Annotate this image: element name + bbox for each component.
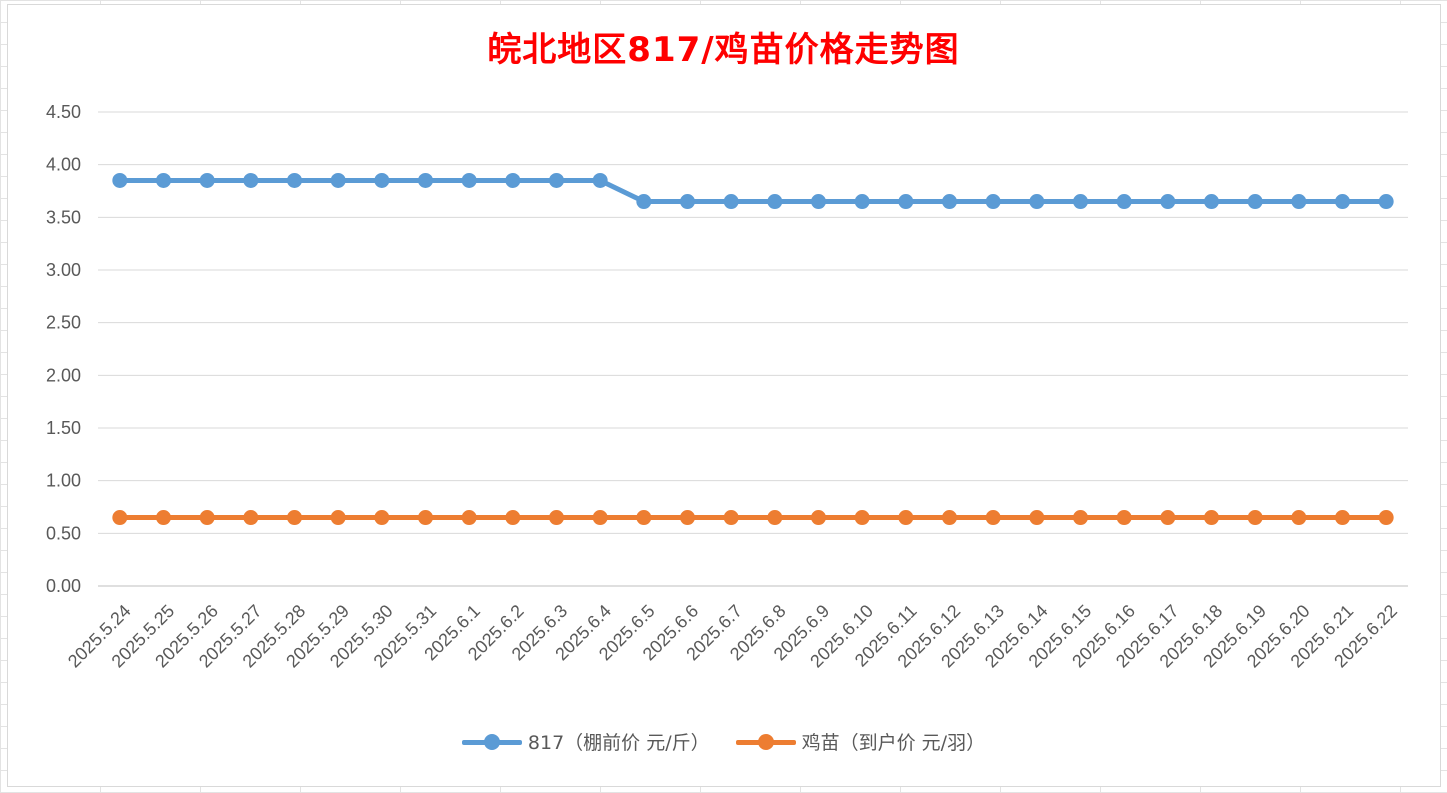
data-point-series-1 [636,194,652,210]
data-point-series-2 [1204,510,1219,526]
data-point-series-1 [287,172,302,188]
data-point-series-2 [854,510,870,526]
y-tick-label: 4.00 [46,155,81,175]
data-point-series-1 [898,194,914,210]
chart-title: 皖北地区817/鸡苗价格走势图 [487,30,960,70]
data-point-series-1 [461,172,477,188]
y-tick-label: 3.50 [46,207,81,227]
data-point-series-2 [985,510,1001,526]
data-point-series-1 [942,194,957,210]
y-tick-label: 2.00 [46,365,81,385]
legend-item-series-1[interactable]: 817（棚前价 元/斤） [461,728,710,755]
data-point-series-2 [1116,510,1132,526]
data-point-series-2 [1291,510,1307,526]
data-point-series-2 [330,510,346,526]
data-point-series-1 [985,194,1001,210]
data-point-series-1 [1116,194,1132,210]
y-tick-label: 3.00 [46,260,81,280]
data-point-series-2 [112,510,128,526]
chart-area[interactable] [7,4,1441,787]
data-point-series-1 [330,172,346,188]
y-tick-label: 2.50 [46,313,81,333]
data-point-series-1 [767,194,783,210]
data-point-series-1 [549,172,564,188]
data-point-series-1 [374,172,390,188]
data-point-series-1 [811,194,826,210]
data-point-series-1 [680,194,695,210]
data-point-series-2 [156,510,171,526]
data-point-series-1 [1160,194,1176,210]
data-point-series-1 [723,194,739,210]
data-point-series-2 [199,510,215,526]
data-point-series-2 [418,510,433,526]
data-point-series-2 [636,510,652,526]
data-point-series-1 [1291,194,1307,210]
data-point-series-1 [1247,194,1263,210]
data-point-series-1 [1335,194,1350,210]
data-point-series-1 [156,172,171,188]
data-point-series-1 [112,172,128,188]
data-point-series-2 [461,510,477,526]
data-point-series-1 [1204,194,1219,210]
data-point-series-2 [592,510,608,526]
data-point-series-2 [1378,510,1394,526]
y-tick-label: 1.50 [46,418,81,438]
data-point-series-2 [723,510,739,526]
series-line-1 [117,177,1389,205]
data-point-series-2 [1029,510,1045,526]
legend-label-series-2: 鸡苗（到户价 元/羽） [801,732,986,754]
data-point-series-1 [592,172,608,188]
data-point-series-2 [942,510,957,526]
data-point-series-2 [374,510,390,526]
data-point-series-2 [243,510,259,526]
data-point-series-2 [505,510,521,526]
data-point-series-1 [418,172,433,188]
y-tick-label: 4.50 [46,102,81,122]
data-point-series-1 [1378,194,1394,210]
data-point-series-1 [199,172,215,188]
data-point-series-2 [549,510,564,526]
data-point-series-2 [680,510,695,526]
data-point-series-2 [811,510,826,526]
data-point-series-2 [1247,510,1263,526]
y-tick-label: 1.00 [46,471,81,491]
legend-swatch-series-2 [735,733,796,750]
legend-item-series-2[interactable]: 鸡苗（到户价 元/羽） [735,728,986,755]
y-tick-label: 0.00 [46,576,81,596]
data-point-series-2 [1335,510,1350,526]
data-point-series-2 [1073,510,1088,526]
legend-label-series-1: 817（棚前价 元/斤） [527,732,710,754]
data-point-series-1 [505,172,521,188]
legend-swatch-series-1 [461,733,522,750]
data-point-series-2 [287,510,302,526]
data-point-series-2 [898,510,914,526]
data-point-series-1 [1073,194,1088,210]
data-point-series-1 [243,172,259,188]
y-tick-label: 0.50 [46,523,81,543]
data-point-series-1 [1029,194,1045,210]
legend: 817（棚前价 元/斤） 鸡苗（到户价 元/羽） [0,728,1447,755]
data-point-series-1 [854,194,870,210]
data-point-series-2 [767,510,783,526]
data-point-series-2 [1160,510,1176,526]
